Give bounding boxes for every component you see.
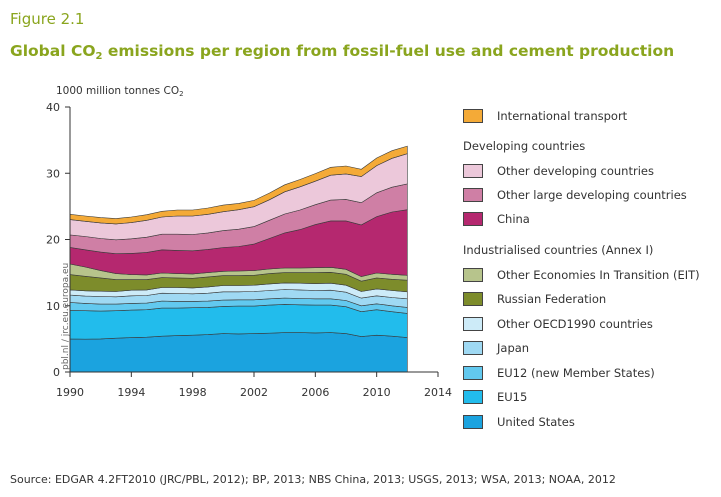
title-prefix: Global CO [10, 42, 96, 60]
legend-label-japan: Japan [497, 341, 530, 355]
title-suffix: emissions per region from fossil-fuel us… [102, 42, 675, 60]
legend-item-other-developing: Other developing countries [463, 164, 654, 178]
legend-swatch-eu12 [463, 366, 483, 380]
legend-label-us: United States [497, 415, 575, 429]
legend-label-oecd: Other OECD1990 countries [497, 317, 653, 331]
axes: 0 10 20 30 40 1990 1994 1998 2002 2006 2010 2014 [46, 101, 452, 399]
legend-swatch-russia [463, 292, 483, 306]
x-tick-label: 1998 [179, 386, 207, 399]
source-note: Source: EDGAR 4.2FT2010 (JRC/PBL, 2012);… [10, 473, 616, 486]
x-tick-label: 2010 [363, 386, 391, 399]
watermark: pbl.nl / jrc.eu.europa.eu [61, 263, 71, 370]
legend-label-russia: Russian Federation [497, 292, 607, 306]
legend-label-china: China [497, 212, 530, 226]
y-tick-label: 0 [53, 366, 60, 379]
x-tick-label: 1994 [117, 386, 145, 399]
legend-swatch-japan [463, 341, 483, 355]
legend-item-japan: Japan [463, 341, 529, 355]
legend-label-eu15: EU15 [497, 390, 528, 404]
legend-label-other-developing: Other developing countries [497, 164, 654, 178]
figure-label: Figure 2.1 [10, 10, 85, 28]
legend-item-russia: Russian Federation [463, 292, 606, 306]
y-tick-label: 10 [46, 300, 60, 313]
unit-subscript: 2 [179, 90, 184, 98]
y-axis-unit: 1000 million tonnes CO2 [56, 85, 184, 98]
legend-label-other-large: Other large developing countries [497, 188, 687, 202]
legend-heading-developing: Developing countries [463, 139, 586, 153]
x-tick-label: 2006 [301, 386, 329, 399]
x-tick-label: 2002 [240, 386, 268, 399]
y-tick-label: 30 [46, 167, 60, 180]
legend-swatch-china [463, 212, 483, 226]
legend-swatch-international [463, 109, 483, 123]
chart-title: Global CO2 emissions per region from fos… [10, 42, 674, 62]
unit-prefix: 1000 million tonnes CO [56, 85, 180, 97]
legend-swatch-eit [463, 268, 483, 282]
legend-item-us: United States [463, 415, 575, 429]
legend-swatch-other-developing [463, 164, 483, 178]
legend-label-eit: Other Economies In Transition (EIT) [497, 268, 700, 282]
x-tick-label: 1990 [56, 386, 84, 399]
legend-heading-industrialised: Industrialised countries (Annex I) [463, 243, 654, 257]
legend-item-eu15: EU15 [463, 390, 527, 404]
legend-swatch-us [463, 415, 483, 429]
legend-item-china: China [463, 212, 530, 226]
title-subscript: 2 [95, 51, 103, 62]
legend-item-international: International transport [463, 109, 627, 123]
legend-swatch-oecd [463, 317, 483, 331]
legend-item-other-large: Other large developing countries [463, 188, 687, 202]
area-layers [69, 145, 408, 373]
area-us [69, 332, 408, 373]
legend-item-eit: Other Economies In Transition (EIT) [463, 268, 700, 282]
area-international [69, 145, 408, 225]
legend-swatch-eu15 [463, 390, 483, 404]
legend-item-eu12: EU12 (new Member States) [463, 366, 655, 380]
legend-swatch-other-large [463, 188, 483, 202]
y-tick-label: 20 [46, 234, 60, 247]
legend-label-international: International transport [497, 109, 628, 123]
legend-item-oecd: Other OECD1990 countries [463, 317, 653, 331]
y-tick-label: 40 [46, 101, 60, 114]
x-tick-label: 2014 [424, 386, 452, 399]
legend-label-eu12: EU12 (new Member States) [497, 366, 655, 380]
